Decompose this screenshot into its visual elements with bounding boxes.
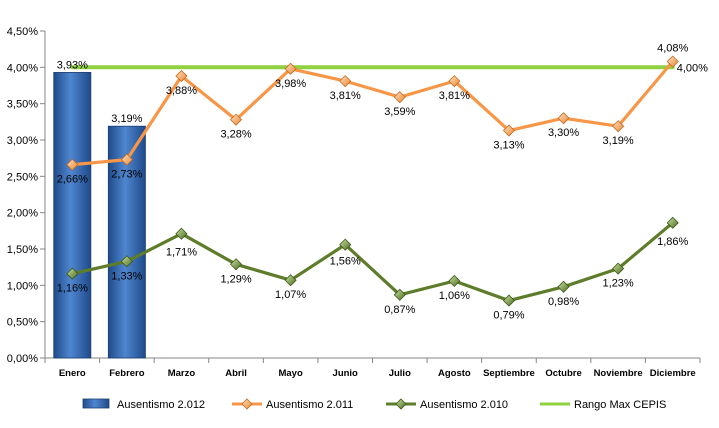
data-label: 1,23% [603,278,634,290]
bar [53,72,92,359]
x-tick-label: Diciembre [650,368,696,379]
data-label: 3,81% [330,90,361,102]
data-label: 2,73% [111,169,142,181]
legend-label: Ausentismo 2.012 [117,399,205,411]
x-tick-label: Octubre [545,368,581,379]
data-label: 3,98% [275,78,306,90]
series-line [70,221,675,303]
series-marker [448,274,461,288]
bar-series [53,72,146,359]
legend: Ausentismo 2.012 Ausentismo 2.011 Ausentis… [82,398,666,411]
series-marker [175,227,188,240]
series-marker [557,112,570,125]
data-label: 3,93% [57,59,88,71]
x-tick-label: Enero [59,368,86,379]
series-marker [229,113,243,126]
series-marker [175,69,188,83]
data-label: 3,13% [493,140,524,152]
y-tick-label: 0,00% [7,353,38,365]
data-label: 1,71% [166,247,197,259]
series-marker [502,294,516,307]
x-tick-label: Agosto [438,368,471,379]
data-label: 3,19% [603,135,634,147]
data-label: 1,29% [220,273,251,285]
legend-swatch [82,398,110,409]
data-label: 1,56% [330,256,361,268]
legend-label: Rango Max CEPIS [574,399,666,411]
data-label: 0,79% [493,310,524,322]
data-labels: 3,93% 3,19% 2,66% 2,73% 3,88% 3,28% 3,98% 3,81%… [57,43,708,322]
series-marker [502,124,516,137]
series-marker [229,258,243,271]
data-label: 3,59% [384,106,415,118]
legend-entry: Ausentismo 2.012 [82,398,205,411]
series-marker [666,216,679,229]
axes: 0,00% 0,50% 1,00% 1,50% 2,00% 2,50% 3,00% 3,50%… [7,26,701,379]
x-tick-label: Mayo [278,368,302,379]
y-tick-label: 4,50% [7,26,38,38]
data-label: 0,87% [384,304,415,316]
data-label: 1,07% [275,289,306,301]
series-marker [66,158,79,171]
data-label: 4,08% [657,43,688,55]
series-marker [612,120,625,133]
x-tick-label: Julio [389,368,411,379]
series-marker [666,55,679,68]
x-tick-label: Junio [333,368,359,379]
series-marker [557,280,570,293]
x-tick-label: Abril [225,368,247,379]
y-tick-label: 1,00% [7,280,38,292]
series-marker [393,288,406,301]
data-label: 1,16% [57,283,88,295]
series-marker [612,262,625,275]
legend-entry: Ausentismo 2.011 [232,398,353,411]
y-tick-label: 3,00% [7,135,38,147]
legend-marker [395,398,407,410]
data-label: 3,30% [548,127,579,139]
data-label: 1,33% [111,270,142,282]
line-series [66,55,679,307]
x-tick-label: Marzo [168,368,196,379]
legend-entry: Rango Max CEPIS [540,399,666,411]
y-tick-label: 2,00% [7,208,38,220]
series-marker [66,267,79,280]
data-label: 1,06% [439,290,470,302]
series-marker [284,62,297,75]
legend-entry: Ausentismo 2.010 [386,398,508,411]
series-marker [448,75,461,88]
y-tick-label: 4,00% [7,62,38,74]
series-marker [393,91,406,104]
x-tick-label: Septiembre [483,368,535,379]
legend-marker [241,398,253,410]
series-marker [120,153,133,166]
legend-label: Ausentismo 2.010 [420,399,508,411]
legend-label: Ausentismo 2.011 [266,399,353,411]
data-label: 3,28% [220,129,251,141]
data-label: 3,88% [166,85,197,97]
series-marker [339,75,352,88]
series-marker [339,238,352,251]
x-tick-label: Febrero [109,368,145,379]
series-marker [120,255,133,268]
data-label: 1,86% [657,236,688,248]
data-label: 2,66% [57,174,88,186]
series-marker [284,274,297,287]
x-tick-label: Noviembre [594,368,643,379]
y-tick-label: 3,50% [7,99,38,111]
data-label: 3,81% [439,90,470,102]
y-tick-label: 1,50% [7,244,38,256]
y-tick-label: 0,50% [7,317,38,329]
data-label: 0,98% [548,296,579,308]
data-label: 3,19% [111,113,142,125]
data-label: 4,00% [677,62,708,74]
series-line [70,59,675,167]
y-tick-label: 2,50% [7,171,38,183]
